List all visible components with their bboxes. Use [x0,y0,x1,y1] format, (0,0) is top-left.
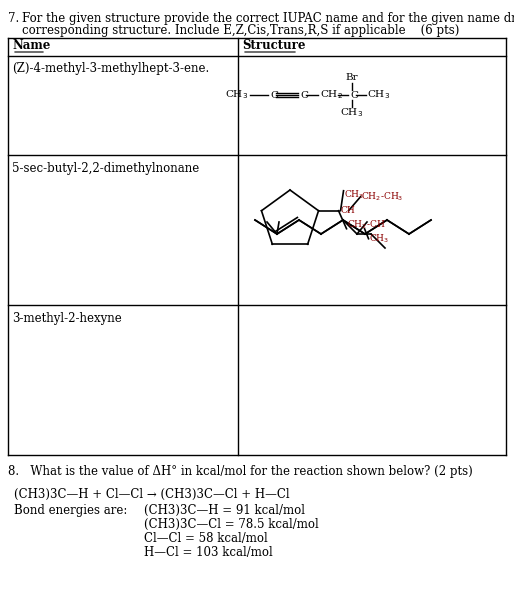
Text: CH$_3$: CH$_3$ [340,107,363,120]
Text: CH$_2$-CH$_3$: CH$_2$-CH$_3$ [360,190,403,203]
Text: For the given structure provide the correct IUPAC name and for the given name dr: For the given structure provide the corr… [22,12,514,25]
Text: CH: CH [341,206,355,215]
Text: Name: Name [12,39,50,52]
Text: CH$_3$: CH$_3$ [369,232,389,245]
Text: (CH3)3C—H + Cl—Cl → (CH3)3C—Cl + H—Cl: (CH3)3C—H + Cl—Cl → (CH3)3C—Cl + H—Cl [14,488,289,501]
Text: Structure: Structure [242,39,305,52]
Text: (Z)-4-methyl-3-methylhept-3-ene.: (Z)-4-methyl-3-methylhept-3-ene. [12,62,209,75]
Text: 3-methyl-2-hexyne: 3-methyl-2-hexyne [12,312,122,325]
Text: Cl—Cl = 58 kcal/mol: Cl—Cl = 58 kcal/mol [144,532,268,545]
Text: Bond energies are:: Bond energies are: [14,504,127,517]
Text: corresponding structure. Include E,Z,Cis,Trans,R,S if applicable    (6 pts): corresponding structure. Include E,Z,Cis… [22,24,460,37]
Text: H—Cl = 103 kcal/mol: H—Cl = 103 kcal/mol [144,546,273,559]
Text: CH$_2$: CH$_2$ [320,88,343,101]
Text: (CH3)3C—Cl = 78.5 kcal/mol: (CH3)3C—Cl = 78.5 kcal/mol [144,518,319,531]
Text: 7.: 7. [8,12,19,25]
Text: C: C [300,90,308,99]
Text: C: C [350,90,358,99]
Text: CH$_3$: CH$_3$ [225,88,248,101]
Text: (CH3)3C—H = 91 kcal/mol: (CH3)3C—H = 91 kcal/mol [144,504,305,517]
Text: CH$_2$-CH: CH$_2$-CH [346,218,385,231]
Text: CH$_3$: CH$_3$ [367,88,390,101]
Text: CH$_3$: CH$_3$ [343,188,364,201]
Text: C: C [270,90,278,99]
Text: 5-​sec-butyl-2,2-dimethylnonane: 5-​sec-butyl-2,2-dimethylnonane [12,162,199,175]
Text: 8.   What is the value of ΔH° in kcal/mol for the reaction shown below? (2 pts): 8. What is the value of ΔH° in kcal/mol … [8,465,473,478]
Text: Br: Br [346,73,358,82]
